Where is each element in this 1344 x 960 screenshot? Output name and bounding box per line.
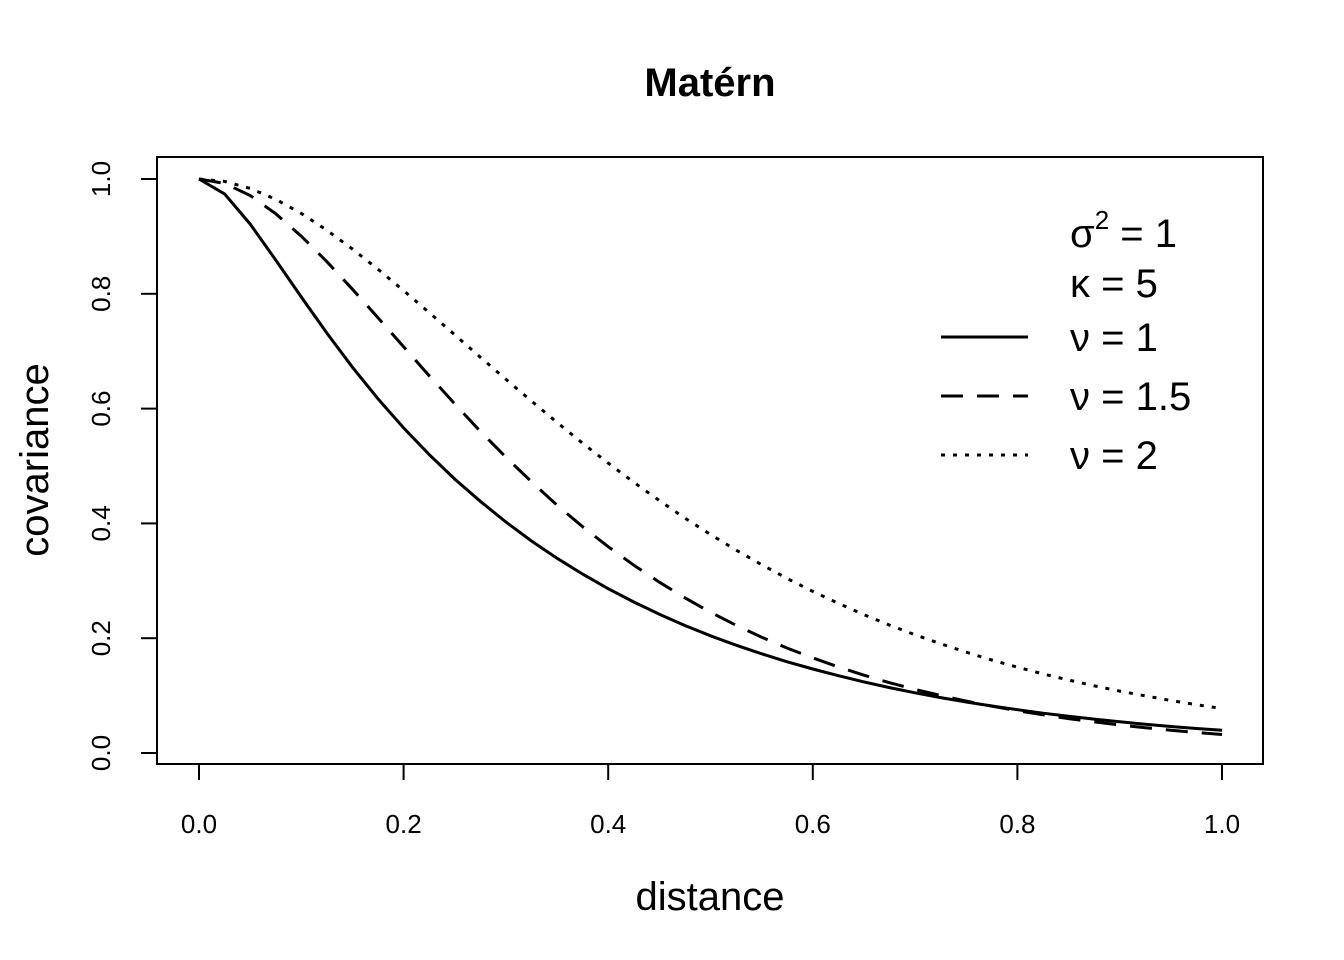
legend-kappa-text: κ = 5 — [1070, 262, 1158, 306]
x-axis-label: distance — [636, 875, 785, 919]
x-tick-label: 1.0 — [1204, 809, 1240, 839]
y-tick-label: 0.8 — [86, 276, 116, 312]
y-axis: 0.0 0.2 0.4 0.6 0.8 1.0 — [86, 161, 158, 771]
x-axis: 0.0 0.2 0.4 0.6 0.8 1.0 — [181, 763, 1240, 839]
series-lines — [198, 177, 1223, 736]
x-tick-label: 0.6 — [795, 809, 831, 839]
y-axis-label: covariance — [13, 363, 57, 556]
y-tick-label: 0.2 — [86, 620, 116, 656]
y-tick-label: 0.4 — [86, 505, 116, 541]
x-tick-label: 0.0 — [181, 809, 217, 839]
legend-sigma-text: σ2 = 1 — [1070, 205, 1177, 256]
legend: σ2 = 1 κ = 5 ν = 1 ν = 1.5 ν = 2 — [941, 205, 1191, 478]
x-tick-label: 0.8 — [999, 809, 1035, 839]
chart-title: Matérn — [644, 61, 775, 105]
y-tick-label: 0.0 — [86, 735, 116, 771]
series-line-solid — [198, 177, 1223, 732]
legend-label: ν = 2 — [1070, 434, 1158, 478]
series-line-dashed — [198, 177, 1223, 736]
legend-label: ν = 1.5 — [1070, 375, 1191, 419]
legend-series-entries: ν = 1 ν = 1.5 ν = 2 — [941, 316, 1191, 478]
legend-label: ν = 1 — [1070, 316, 1158, 360]
y-tick-label: 0.6 — [86, 391, 116, 427]
y-tick-label: 1.0 — [86, 161, 116, 197]
x-tick-label: 0.2 — [386, 809, 422, 839]
x-tick-label: 0.4 — [590, 809, 626, 839]
series-line-dotted — [198, 177, 1223, 710]
